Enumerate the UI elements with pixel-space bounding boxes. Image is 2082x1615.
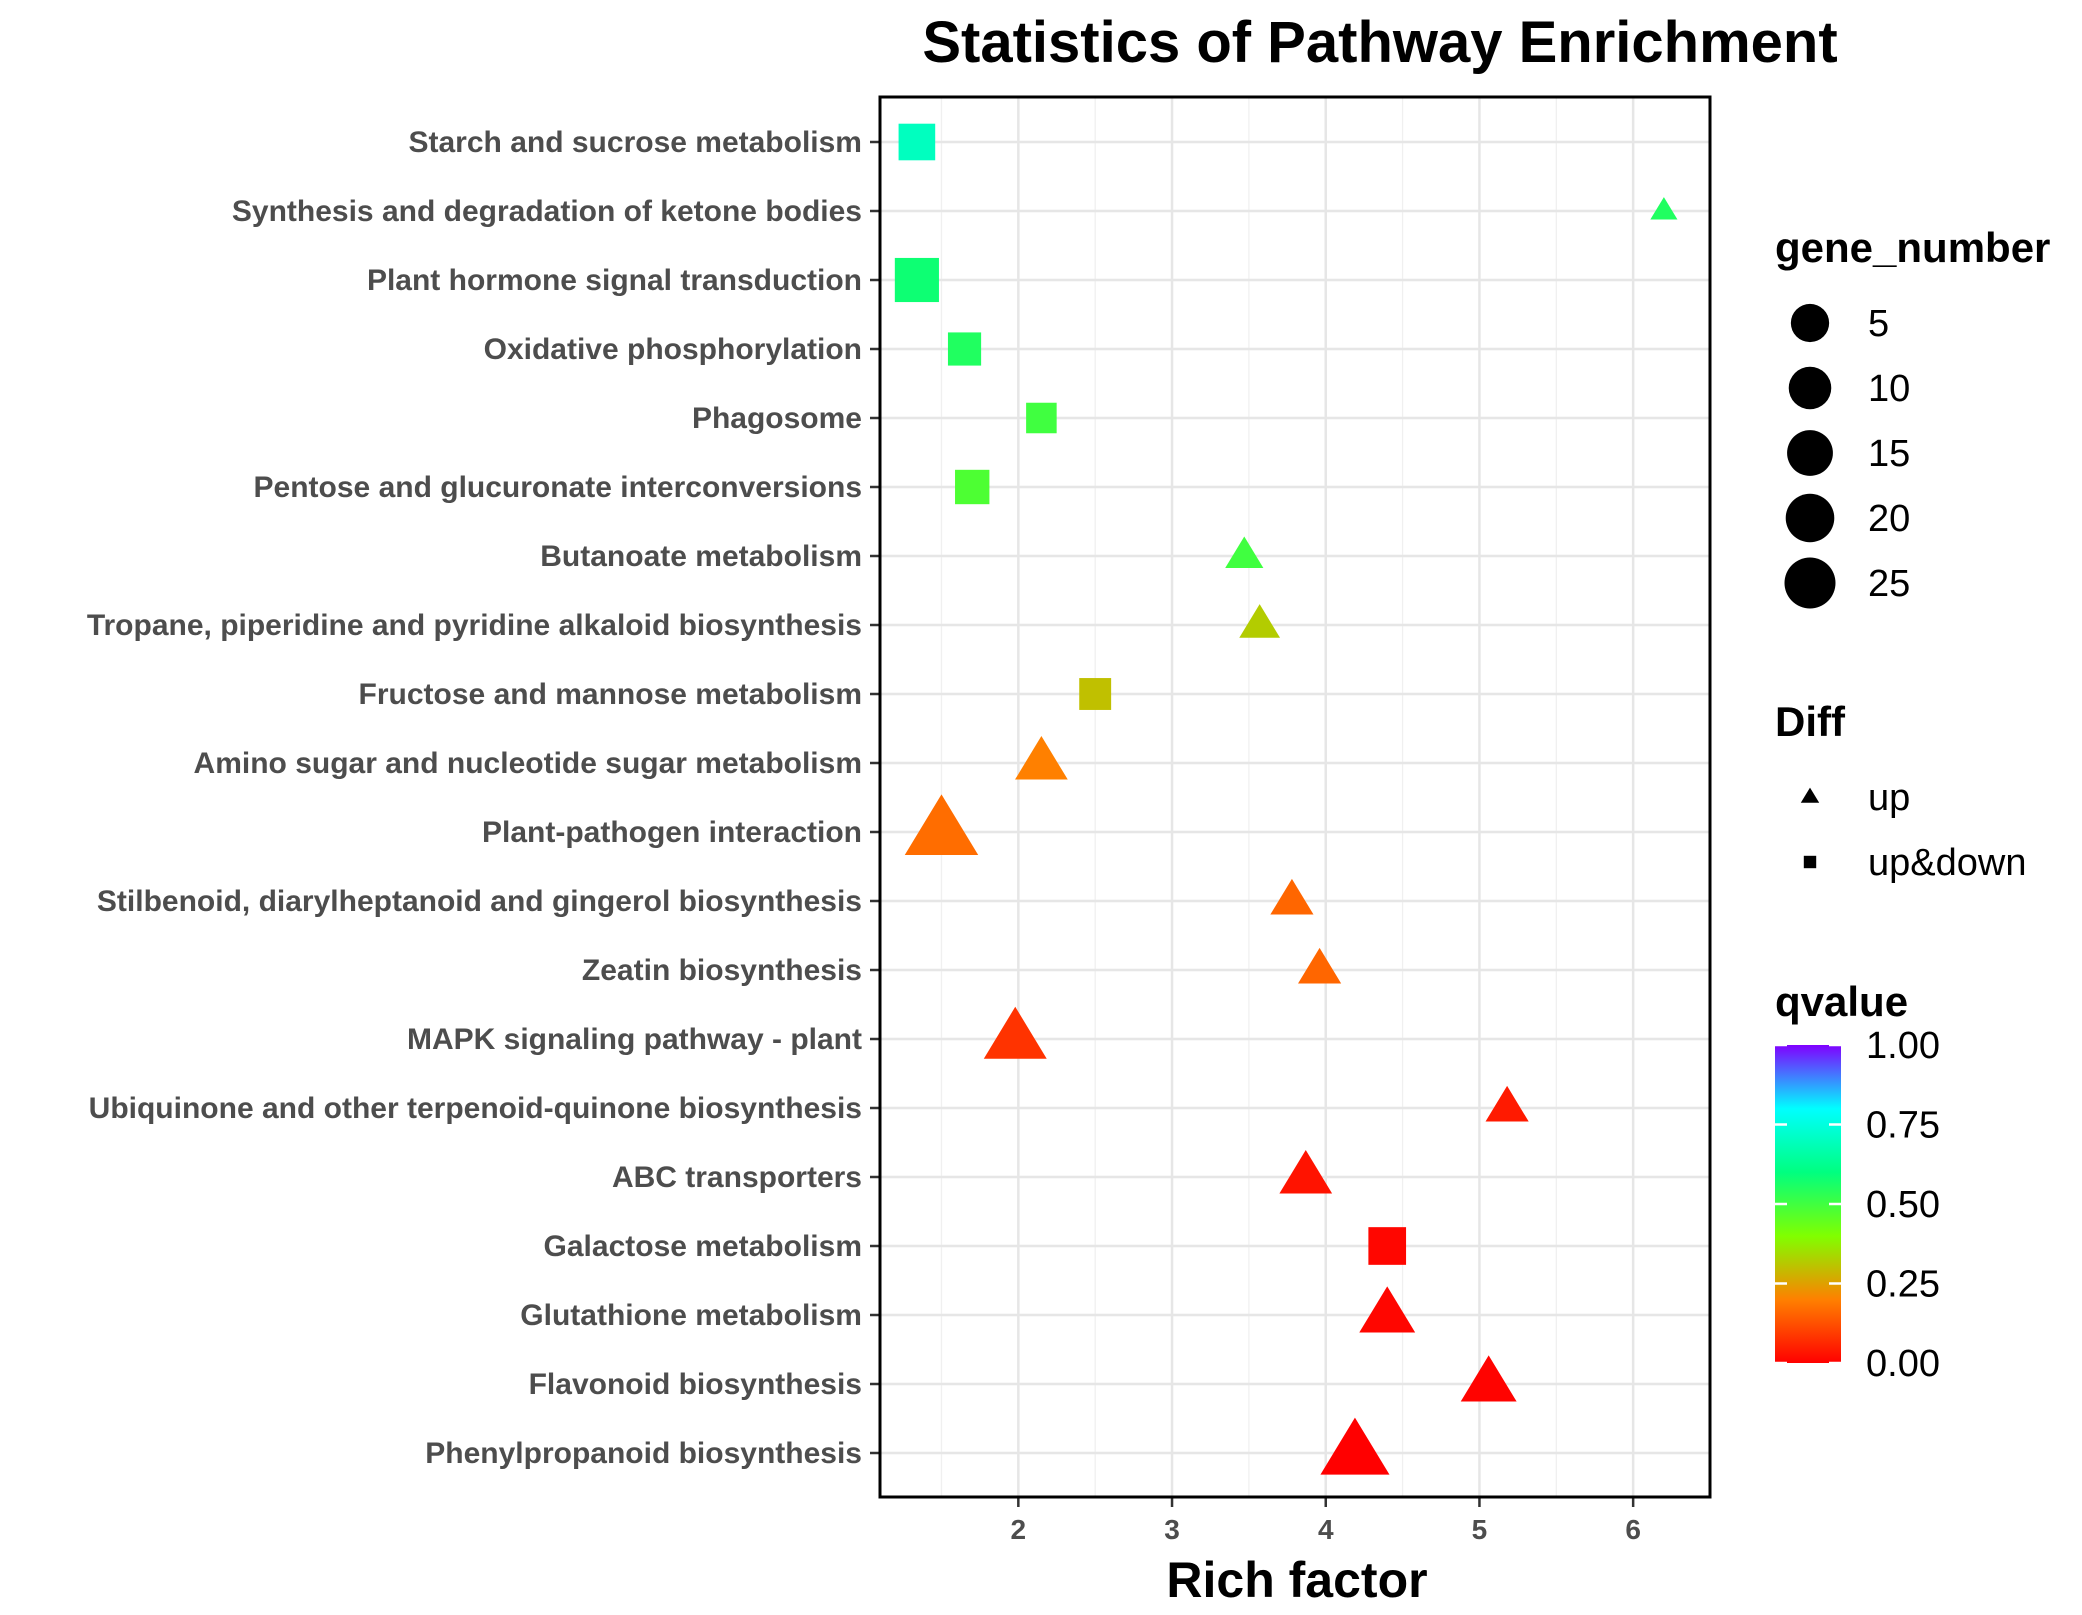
legend-qvalue: qvalue 1.00 0.75 0.50 0.25 0.00 <box>1775 978 1940 1385</box>
y-tick-label: Tropane, piperidine and pyridine alkaloi… <box>87 609 862 642</box>
y-tick-label: Zeatin biosynthesis <box>582 954 862 987</box>
y-tick-label: Ubiquinone and other terpenoid-quinone b… <box>89 1092 862 1125</box>
data-point <box>1239 604 1281 638</box>
plot-panel-border <box>878 95 1712 1499</box>
data-point <box>1460 1355 1517 1402</box>
data-point <box>1485 1085 1529 1122</box>
y-tick-label: Plant hormone signal transduction <box>367 264 862 297</box>
x-tick-label: 4 <box>1318 1514 1334 1545</box>
x-tick-label: 3 <box>1164 1514 1180 1545</box>
data-point <box>1298 947 1342 984</box>
legend-square-icon <box>1803 855 1817 869</box>
data-point <box>1026 402 1057 434</box>
data-point <box>1279 1150 1333 1194</box>
legend-size-circle <box>1787 430 1833 476</box>
y-tick-label: Butanoate metabolism <box>540 540 862 573</box>
data-point <box>894 257 939 303</box>
y-tick-label: Phenylpropanoid biosynthesis <box>425 1437 862 1470</box>
qvalue-tick-label: 0.50 <box>1866 1184 1940 1226</box>
data-point <box>1359 1286 1416 1333</box>
y-tick-label: Glutathione metabolism <box>520 1299 862 1332</box>
legend-size-circle <box>1788 366 1832 410</box>
legend-size-circle <box>1784 557 1836 609</box>
y-tick-label: Stilbenoid, diarylheptanoid and gingerol… <box>97 885 862 918</box>
y-tick-label: Phagosome <box>692 402 862 435</box>
data-point <box>955 469 990 505</box>
qvalue-tick-label: 1.00 <box>1866 1025 1940 1067</box>
legend-triangle-icon <box>1800 787 1820 803</box>
legend-diff-title: Diff <box>1775 698 1846 745</box>
y-tick-label: MAPK signaling pathway - plant <box>407 1023 862 1056</box>
legend-size-circle <box>1790 303 1830 343</box>
y-tick-label: Fructose and mannose metabolism <box>359 678 862 711</box>
legend-size-circle <box>1785 493 1835 543</box>
y-tick-label: Starch and sucrose metabolism <box>409 126 863 159</box>
qvalue-tick-label: 0.75 <box>1866 1105 1940 1147</box>
legend-diff-label: up&down <box>1868 842 2026 884</box>
legend-qvalue-title: qvalue <box>1775 978 1908 1025</box>
data-point <box>1015 736 1068 780</box>
data-point <box>1650 197 1678 220</box>
qvalue-tick-label: 0.00 <box>1866 1343 1940 1385</box>
legend-gene-number: gene_number 5 10 15 20 25 <box>1775 224 2050 609</box>
legend-size-label: 20 <box>1868 498 1910 540</box>
x-tick-label: 5 <box>1472 1514 1488 1545</box>
data-point <box>947 332 982 366</box>
x-tick-label: 6 <box>1625 1514 1641 1545</box>
y-tick-label: Amino sugar and nucleotide sugar metabol… <box>194 747 862 780</box>
y-tick-label: Synthesis and degradation of ketone bodi… <box>232 195 862 228</box>
qvalue-tick-label: 0.25 <box>1866 1264 1940 1306</box>
y-tick-label: Pentose and glucuronate interconversions <box>254 471 862 504</box>
data-point <box>1320 1417 1390 1475</box>
x-axis-label: Rich factor <box>1166 1552 1427 1608</box>
legend-diff-label: up <box>1868 777 1910 819</box>
data-point <box>983 1006 1047 1059</box>
x-tick-label: 2 <box>1011 1514 1027 1545</box>
data-points <box>894 123 1678 1475</box>
y-tick-label: ABC transporters <box>612 1161 862 1194</box>
legend-size-label: 25 <box>1868 563 1910 605</box>
y-tick-label: Galactose metabolism <box>544 1230 862 1263</box>
chart-title: Statistics of Pathway Enrichment <box>922 10 1837 75</box>
y-tick-label: Plant-pathogen interaction <box>482 816 862 849</box>
legend-gene-number-title: gene_number <box>1775 224 2050 271</box>
legend-diff: Diff up up&down <box>1775 698 2026 884</box>
y-tick-label: Oxidative phosphorylation <box>484 333 862 366</box>
legend-size-label: 15 <box>1868 433 1910 475</box>
y-axis: Starch and sucrose metabolism Synthesis a… <box>87 126 880 1470</box>
legend-size-label: 5 <box>1868 303 1889 345</box>
y-tick-label: Flavonoid biosynthesis <box>529 1368 862 1401</box>
data-point <box>1225 536 1264 568</box>
x-axis: 2 3 4 5 6 <box>1011 1497 1641 1545</box>
data-point <box>1368 1227 1407 1265</box>
legend-size-label: 10 <box>1868 368 1910 410</box>
grid-lines <box>880 97 1711 1497</box>
data-point <box>898 123 936 161</box>
data-point <box>1270 878 1314 915</box>
data-point <box>1079 678 1112 710</box>
data-point <box>904 794 979 856</box>
